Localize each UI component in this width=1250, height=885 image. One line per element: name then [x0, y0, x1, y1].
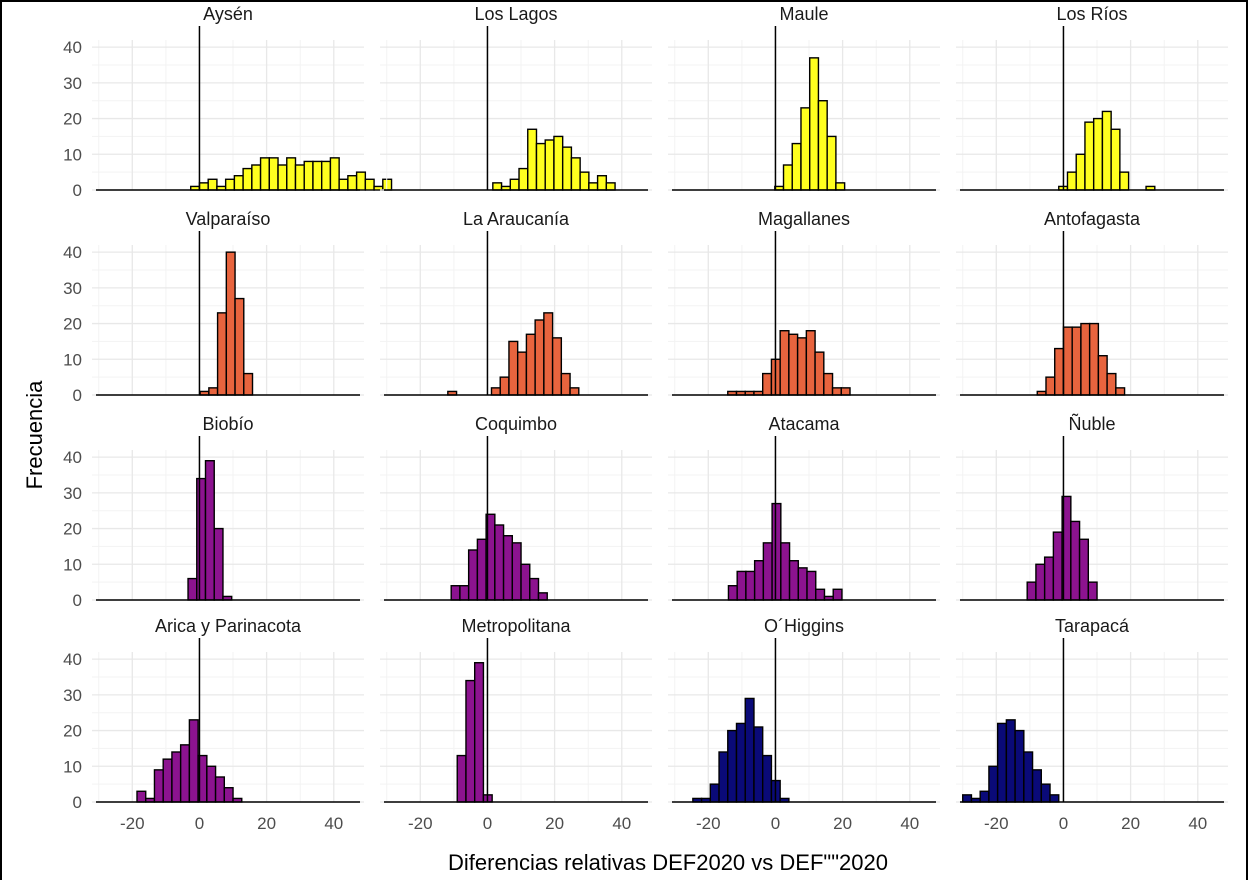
y-tick-label: 30: [63, 279, 82, 298]
facet-panel: La Araucanía: [380, 209, 652, 396]
x-tick-label: 0: [771, 814, 780, 833]
facet-panel: Los Ríos: [956, 4, 1228, 191]
x-tick-label: 20: [1121, 814, 1140, 833]
y-tick-label: 0: [73, 386, 82, 405]
facet-panel: Ñuble: [956, 413, 1228, 601]
y-tick-label: 40: [63, 650, 82, 669]
facet-panel: Biobío 0 10 20 30 40: [63, 414, 364, 610]
x-tick-label: -20: [408, 814, 433, 833]
facet-label: Ñuble: [1068, 413, 1115, 434]
facet-label: Coquimbo: [475, 414, 557, 434]
y-tick-label: 40: [63, 243, 82, 262]
x-tick-label: -20: [120, 814, 145, 833]
facet-label: Magallanes: [758, 209, 850, 229]
y-tick-label: 30: [63, 484, 82, 503]
facet-label: Maule: [779, 4, 828, 24]
facet-label: La Araucanía: [463, 209, 570, 229]
x-tick-label: -20: [984, 814, 1009, 833]
y-tick-label: 0: [73, 793, 82, 812]
x-tick-label: 20: [257, 814, 276, 833]
y-tick-label: 30: [63, 686, 82, 705]
y-tick-label: 40: [63, 38, 82, 57]
facet-label: Los Lagos: [474, 4, 557, 24]
facet-panel: Magallanes: [668, 209, 940, 396]
x-tick-label: 40: [324, 814, 343, 833]
y-tick-label: 20: [63, 110, 82, 129]
x-tick-label: 20: [545, 814, 564, 833]
y-tick-label: 30: [63, 74, 82, 93]
x-tick-label: 40: [900, 814, 919, 833]
y-tick-label: 20: [63, 315, 82, 334]
y-tick-label: 10: [63, 350, 82, 369]
x-tick-label: 0: [195, 814, 204, 833]
facet-label: Atacama: [768, 414, 840, 434]
x-tick-label: 20: [833, 814, 852, 833]
facet-panel: O´Higgins -20 0 20 40: [668, 616, 940, 833]
facet-panel: Los Lagos: [380, 4, 652, 191]
facet-label: Metropolitana: [461, 616, 571, 636]
x-tick-label: 40: [1188, 814, 1207, 833]
y-tick-label: 10: [63, 757, 82, 776]
y-tick-label: 0: [73, 181, 82, 200]
facet-panel: Tarapacá -20 0 20 40: [956, 616, 1228, 833]
facet-label: O´Higgins: [764, 616, 844, 636]
histogram-bar: [364, 178, 375, 191]
facet-panel: Arica y Parinacota 0 10 20 30 40 -20 0 20 40: [63, 616, 364, 833]
y-axis-title: Frecuencia: [22, 380, 47, 490]
y-tick-label: 10: [63, 555, 82, 574]
y-tick-label: 20: [63, 722, 82, 741]
y-tick-label: 0: [73, 591, 82, 610]
facet-panels: Aysén 0 10 20 30 40 Los Lagos Maule Los Ríos Valp…: [63, 4, 1228, 833]
facet-label: Tarapacá: [1055, 616, 1130, 636]
x-axis-title: Diferencias relativas DEF2020 vs DEF""20…: [448, 850, 888, 875]
facet-label: Valparaíso: [186, 209, 271, 229]
x-tick-label: 40: [612, 814, 631, 833]
facet-panel: Maule: [668, 4, 940, 191]
y-tick-label: 40: [63, 448, 82, 467]
x-tick-label: -20: [696, 814, 721, 833]
facet-label: Arica y Parinacota: [155, 616, 302, 636]
facet-panel: Antofagasta: [956, 209, 1228, 396]
y-tick-label: 10: [63, 145, 82, 164]
facet-label: Antofagasta: [1044, 209, 1141, 229]
x-tick-label: 0: [1059, 814, 1068, 833]
facet-panel: Coquimbo: [380, 414, 652, 601]
facet-label: Los Ríos: [1056, 4, 1127, 24]
facet-label: Aysén: [203, 4, 253, 24]
facet-panel: Metropolitana -20 0 20 40: [380, 616, 652, 833]
facet-panel: Aysén 0 10 20 30 40: [63, 4, 393, 200]
facet-panel: Valparaíso 0 10 20 30 40: [63, 209, 364, 405]
x-tick-label: 0: [483, 814, 492, 833]
y-tick-label: 20: [63, 520, 82, 539]
facet-label: Biobío: [202, 414, 253, 434]
facet-panel: Atacama: [668, 414, 940, 601]
